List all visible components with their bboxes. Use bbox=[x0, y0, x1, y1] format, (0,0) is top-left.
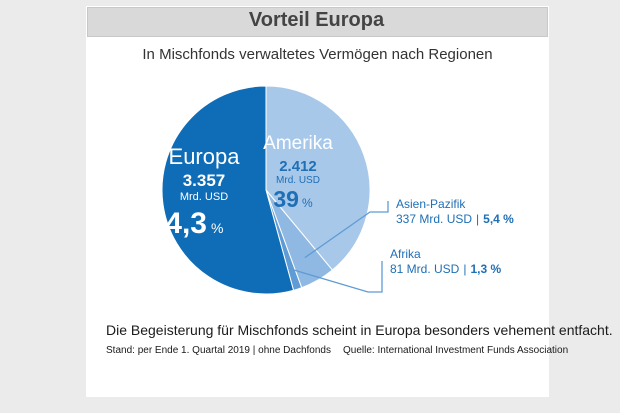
label-afrika-detail: 81 Mrd. USD | 1,3 % bbox=[390, 262, 502, 276]
label-europa-percent-value: 54,3 bbox=[149, 207, 207, 240]
pie-slice-amerika bbox=[265, 85, 371, 271]
title-bar bbox=[87, 7, 548, 37]
label-asien-sep: | bbox=[476, 212, 479, 226]
label-europa-percent: 54,3% bbox=[149, 207, 224, 240]
leader-line-afrika bbox=[291, 261, 383, 293]
label-europa-unit: Mrd. USD bbox=[180, 191, 228, 203]
label-asien-percent: 5,4 % bbox=[483, 212, 514, 226]
pie-chart: Europa 3.357 Mrd. USD 54,3% Amerika 2.41… bbox=[149, 85, 514, 295]
label-afrika-name: Afrika bbox=[390, 247, 421, 261]
leader-line-asien bbox=[304, 201, 389, 259]
pie-slice-europa bbox=[161, 85, 295, 295]
label-amerika-unit: Mrd. USD bbox=[276, 175, 320, 186]
chart-subtitle: In Mischfonds verwaltetes Vermögen nach … bbox=[142, 46, 493, 63]
label-amerika-percent-sign: % bbox=[302, 196, 313, 210]
label-amerika-percent: 39% bbox=[273, 186, 313, 212]
label-amerika-percent-value: 39 bbox=[273, 186, 299, 212]
label-afrika-value: 81 Mrd. USD bbox=[390, 262, 460, 276]
chart-title: Vorteil Europa bbox=[248, 9, 385, 31]
label-europa-value: 3.357 bbox=[183, 171, 226, 190]
label-amerika-value: 2.412 bbox=[279, 158, 317, 175]
label-asien-detail: 337 Mrd. USD | 5,4 % bbox=[396, 212, 514, 226]
label-europa-name: Europa bbox=[169, 144, 241, 169]
label-europa-percent-sign: % bbox=[211, 220, 223, 236]
infographic-card: Vorteil Europa In Mischfonds verwaltetes… bbox=[86, 6, 613, 397]
caption: Die Begeisterung für Mischfonds scheint … bbox=[106, 322, 613, 338]
label-asien-value: 337 Mrd. USD bbox=[396, 212, 472, 226]
label-asien-name: Asien-Pazifik bbox=[396, 197, 466, 211]
label-amerika-name: Amerika bbox=[263, 133, 333, 154]
footnote-date: Stand: per Ende 1. Quartal 2019 | ohne D… bbox=[106, 345, 331, 356]
label-afrika-percent: 1,3 % bbox=[470, 262, 501, 276]
label-afrika-sep: | bbox=[463, 262, 466, 276]
footnote-source: Quelle: International Investment Funds A… bbox=[343, 345, 569, 356]
